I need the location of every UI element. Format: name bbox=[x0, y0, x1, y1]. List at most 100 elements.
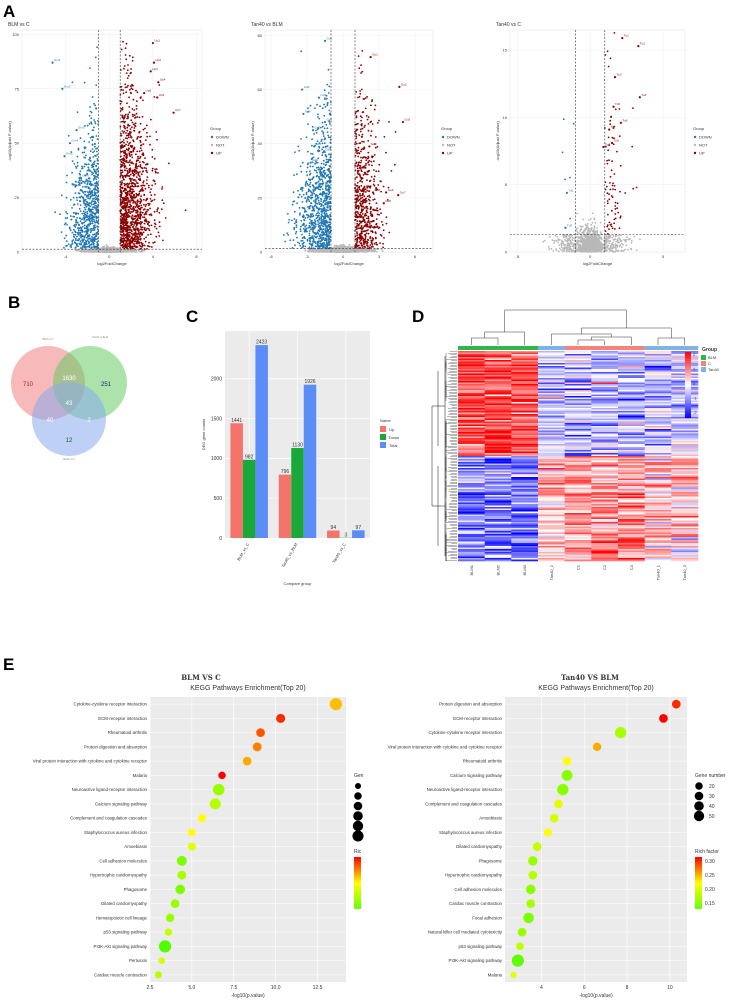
volcano-point bbox=[88, 219, 91, 222]
volcano-point bbox=[148, 229, 151, 232]
volcano-point bbox=[120, 100, 123, 103]
volcano-point bbox=[143, 244, 146, 247]
x-tick-label: -6 bbox=[269, 254, 273, 259]
volcano-point bbox=[120, 213, 123, 215]
volcano-point bbox=[138, 250, 141, 253]
volcano-point bbox=[126, 191, 129, 194]
volcano-point bbox=[145, 229, 148, 231]
volcano-point bbox=[89, 67, 91, 69]
volcano-point bbox=[125, 58, 128, 61]
volcano-point bbox=[153, 157, 156, 160]
y-axis-label: -log10(Adjust P-value) bbox=[7, 121, 12, 161]
volcano-point bbox=[79, 200, 82, 203]
volcano-point bbox=[156, 138, 158, 141]
x-tick-label: 0 bbox=[342, 254, 345, 259]
volcano-point bbox=[123, 162, 126, 165]
volcano-point bbox=[184, 209, 187, 212]
volcano-point bbox=[79, 220, 82, 223]
volcano-point bbox=[74, 231, 77, 234]
volcano-point bbox=[146, 176, 149, 179]
volcano-point bbox=[126, 102, 128, 105]
volcano-point bbox=[125, 72, 128, 74]
volcano-point bbox=[121, 169, 123, 172]
volcano-point bbox=[96, 158, 99, 160]
volcano-point bbox=[88, 114, 91, 117]
volcano-point bbox=[90, 123, 93, 125]
volcano-point bbox=[124, 86, 127, 89]
volcano-point bbox=[74, 237, 77, 240]
volcano-point bbox=[65, 240, 68, 243]
volcano-point bbox=[93, 228, 96, 230]
volcano-point bbox=[133, 208, 135, 211]
volcano-point bbox=[123, 184, 126, 187]
volcano-point bbox=[142, 128, 145, 131]
volcano-point bbox=[91, 218, 93, 221]
volcano-point bbox=[139, 164, 142, 166]
volcano-point bbox=[123, 205, 126, 208]
volcano-point bbox=[127, 144, 130, 147]
y-tick-label: 80 bbox=[258, 33, 263, 38]
volcano-point bbox=[91, 96, 94, 98]
volcano-point bbox=[151, 167, 154, 170]
volcano-point bbox=[129, 128, 132, 131]
volcano-point bbox=[129, 132, 131, 135]
volcano-point bbox=[79, 240, 82, 243]
volcano-point bbox=[132, 226, 134, 229]
volcano-point bbox=[131, 88, 134, 91]
volcano-point bbox=[128, 142, 131, 145]
legend-item: UP bbox=[216, 151, 222, 156]
volcano-point bbox=[93, 150, 96, 152]
volcano-point bbox=[124, 137, 127, 140]
volcano-point bbox=[129, 155, 132, 158]
volcano-point bbox=[87, 163, 90, 166]
volcano-point bbox=[72, 235, 75, 238]
volcano-point bbox=[83, 218, 86, 221]
volcano-point bbox=[77, 148, 80, 151]
volcano-point bbox=[134, 116, 137, 119]
volcano-point bbox=[92, 151, 94, 154]
volcano-point bbox=[122, 151, 125, 154]
volcano-point bbox=[85, 218, 88, 221]
volcano-point bbox=[126, 141, 129, 143]
volcano-point bbox=[54, 211, 56, 214]
volcano-point bbox=[132, 148, 135, 150]
volcano-point bbox=[133, 224, 136, 226]
volcano-point bbox=[85, 230, 88, 233]
volcano-point bbox=[131, 156, 134, 159]
volcano-point bbox=[125, 210, 128, 213]
volcano-point bbox=[74, 247, 77, 249]
volcano-point bbox=[133, 185, 135, 188]
volcano-point bbox=[80, 243, 82, 246]
volcano-point bbox=[142, 154, 145, 157]
volcano-point bbox=[120, 192, 123, 195]
volcano-point bbox=[153, 241, 156, 244]
volcano-point bbox=[147, 234, 150, 236]
volcano-point bbox=[130, 150, 133, 153]
volcano-point bbox=[92, 197, 95, 200]
volcano-point bbox=[89, 106, 91, 108]
volcano-point bbox=[143, 161, 145, 164]
volcano-point bbox=[142, 208, 145, 211]
volcano-point bbox=[84, 193, 87, 196]
volcano-point bbox=[89, 222, 91, 225]
volcano-point bbox=[129, 250, 132, 252]
volcano-point bbox=[87, 202, 90, 205]
volcano-point bbox=[87, 197, 90, 200]
volcano-point bbox=[96, 186, 99, 189]
volcano-point bbox=[151, 156, 154, 158]
volcano-point bbox=[137, 228, 140, 230]
volcano-point bbox=[81, 247, 83, 250]
volcano-point bbox=[94, 154, 96, 157]
volcano-point bbox=[132, 205, 135, 208]
volcano-point bbox=[140, 237, 142, 240]
x-tick-label: 4 bbox=[152, 254, 155, 259]
volcano-point bbox=[92, 243, 95, 246]
volcano-point bbox=[120, 164, 123, 166]
volcano-point bbox=[94, 122, 97, 125]
volcano-point bbox=[69, 215, 72, 218]
volcano-point bbox=[129, 226, 132, 229]
volcano-point bbox=[155, 131, 158, 133]
volcano-point bbox=[125, 132, 127, 134]
volcano-point bbox=[93, 169, 96, 171]
volcano-point bbox=[129, 178, 132, 181]
